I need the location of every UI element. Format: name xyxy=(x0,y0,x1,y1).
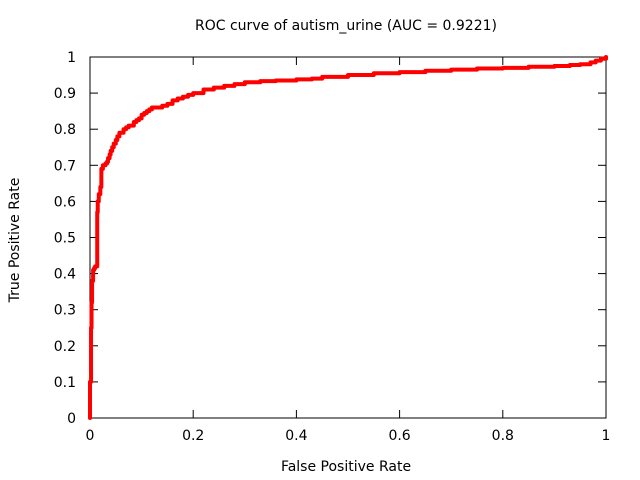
y-tick-label: 0 xyxy=(67,411,76,427)
x-tick-label: 0.4 xyxy=(285,428,307,444)
series-layer xyxy=(88,55,608,420)
x-tick-label: 0 xyxy=(86,428,95,444)
x-axis: 0 0.2 0.4 0.6 0.8 1 xyxy=(86,57,611,444)
y-tick-label: 0.6 xyxy=(54,194,76,210)
x-tick-label: 1 xyxy=(602,428,611,444)
y-tick-label: 0.1 xyxy=(54,375,76,391)
y-tick-label: 0.5 xyxy=(54,231,76,247)
plot-frame xyxy=(89,56,607,419)
y-tick-label: 0.3 xyxy=(54,303,76,319)
y-tick-label: 0.9 xyxy=(54,86,76,102)
roc-curve-line xyxy=(88,55,608,420)
y-axis-title: True Positive Rate xyxy=(7,178,23,304)
x-axis-title: False Positive Rate xyxy=(281,459,411,475)
y-axis: 0 0.1 0.2 0.3 0.4 0.5 0.6 0.7 0.8 0.9 1 xyxy=(54,50,606,427)
y-tick-label: 0.8 xyxy=(54,122,76,138)
y-tick-label: 0.7 xyxy=(54,158,76,174)
chart-title: ROC curve of autism_urine (AUC = 0.9221) xyxy=(195,18,497,34)
y-tick-label: 0.4 xyxy=(54,267,76,283)
y-tick-label: 1 xyxy=(67,50,76,66)
x-tick-label: 0.6 xyxy=(388,428,410,444)
y-tick-label: 0.2 xyxy=(54,339,76,355)
x-tick-label: 0.2 xyxy=(182,428,204,444)
x-tick-label: 0.8 xyxy=(492,428,514,444)
